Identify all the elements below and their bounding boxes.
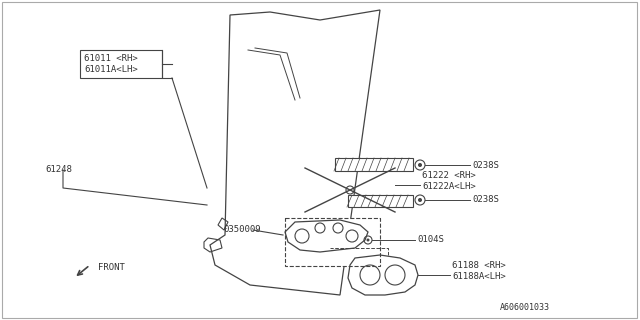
Text: FRONT: FRONT [98, 263, 125, 272]
Bar [80, 50, 162, 78]
Text: 61011 <RH>
61011A<LH>: 61011 <RH> 61011A<LH> [84, 54, 138, 74]
Bar [335, 158, 413, 171]
Text: 61188 <RH>
61188A<LH>: 61188 <RH> 61188A<LH> [452, 261, 506, 281]
Bar [285, 218, 380, 266]
Text: 0238S: 0238S [472, 161, 499, 170]
Circle shape [418, 198, 422, 202]
Text: 0104S: 0104S [417, 236, 444, 244]
Circle shape [367, 238, 369, 242]
Text: 61248: 61248 [45, 165, 72, 174]
Circle shape [418, 163, 422, 167]
Bar [348, 195, 413, 207]
Text: 0238S: 0238S [472, 196, 499, 204]
Text: 0350009: 0350009 [223, 226, 260, 235]
Text: A606001033: A606001033 [500, 303, 550, 312]
Text: 61222 <RH>
61222A<LH>: 61222 <RH> 61222A<LH> [422, 171, 476, 191]
